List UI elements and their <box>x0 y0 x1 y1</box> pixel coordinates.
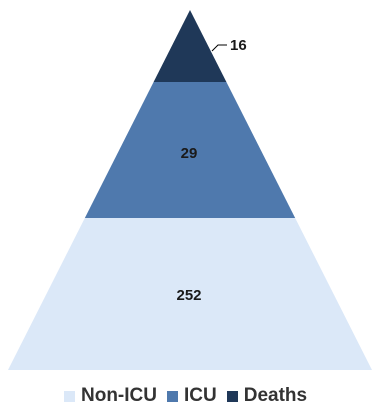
legend: Non-ICU ICU Deaths <box>64 385 307 407</box>
pyramid-segment-icu <box>84 82 296 218</box>
legend-item-deaths: Deaths <box>226 385 308 407</box>
data-label-non-icu: 252 <box>176 287 201 304</box>
pyramid-segment-deaths <box>153 10 227 82</box>
legend-label-non-icu: Non-ICU <box>81 385 157 406</box>
data-label-icu: 29 <box>181 145 198 162</box>
data-label-deaths: 16 <box>230 37 247 54</box>
pyramid-segment-non-icu <box>8 218 372 370</box>
legend-swatch-deaths <box>226 390 238 402</box>
legend-swatch-non-icu <box>64 390 75 402</box>
legend-label-deaths: Deaths <box>243 385 308 406</box>
legend-item-icu: ICU <box>166 385 217 407</box>
legend-label-icu: ICU <box>183 385 217 406</box>
legend-item-non-icu: Non-ICU <box>64 385 157 407</box>
data-label-leader-deaths <box>211 44 227 52</box>
legend-swatch-icu <box>166 390 178 402</box>
